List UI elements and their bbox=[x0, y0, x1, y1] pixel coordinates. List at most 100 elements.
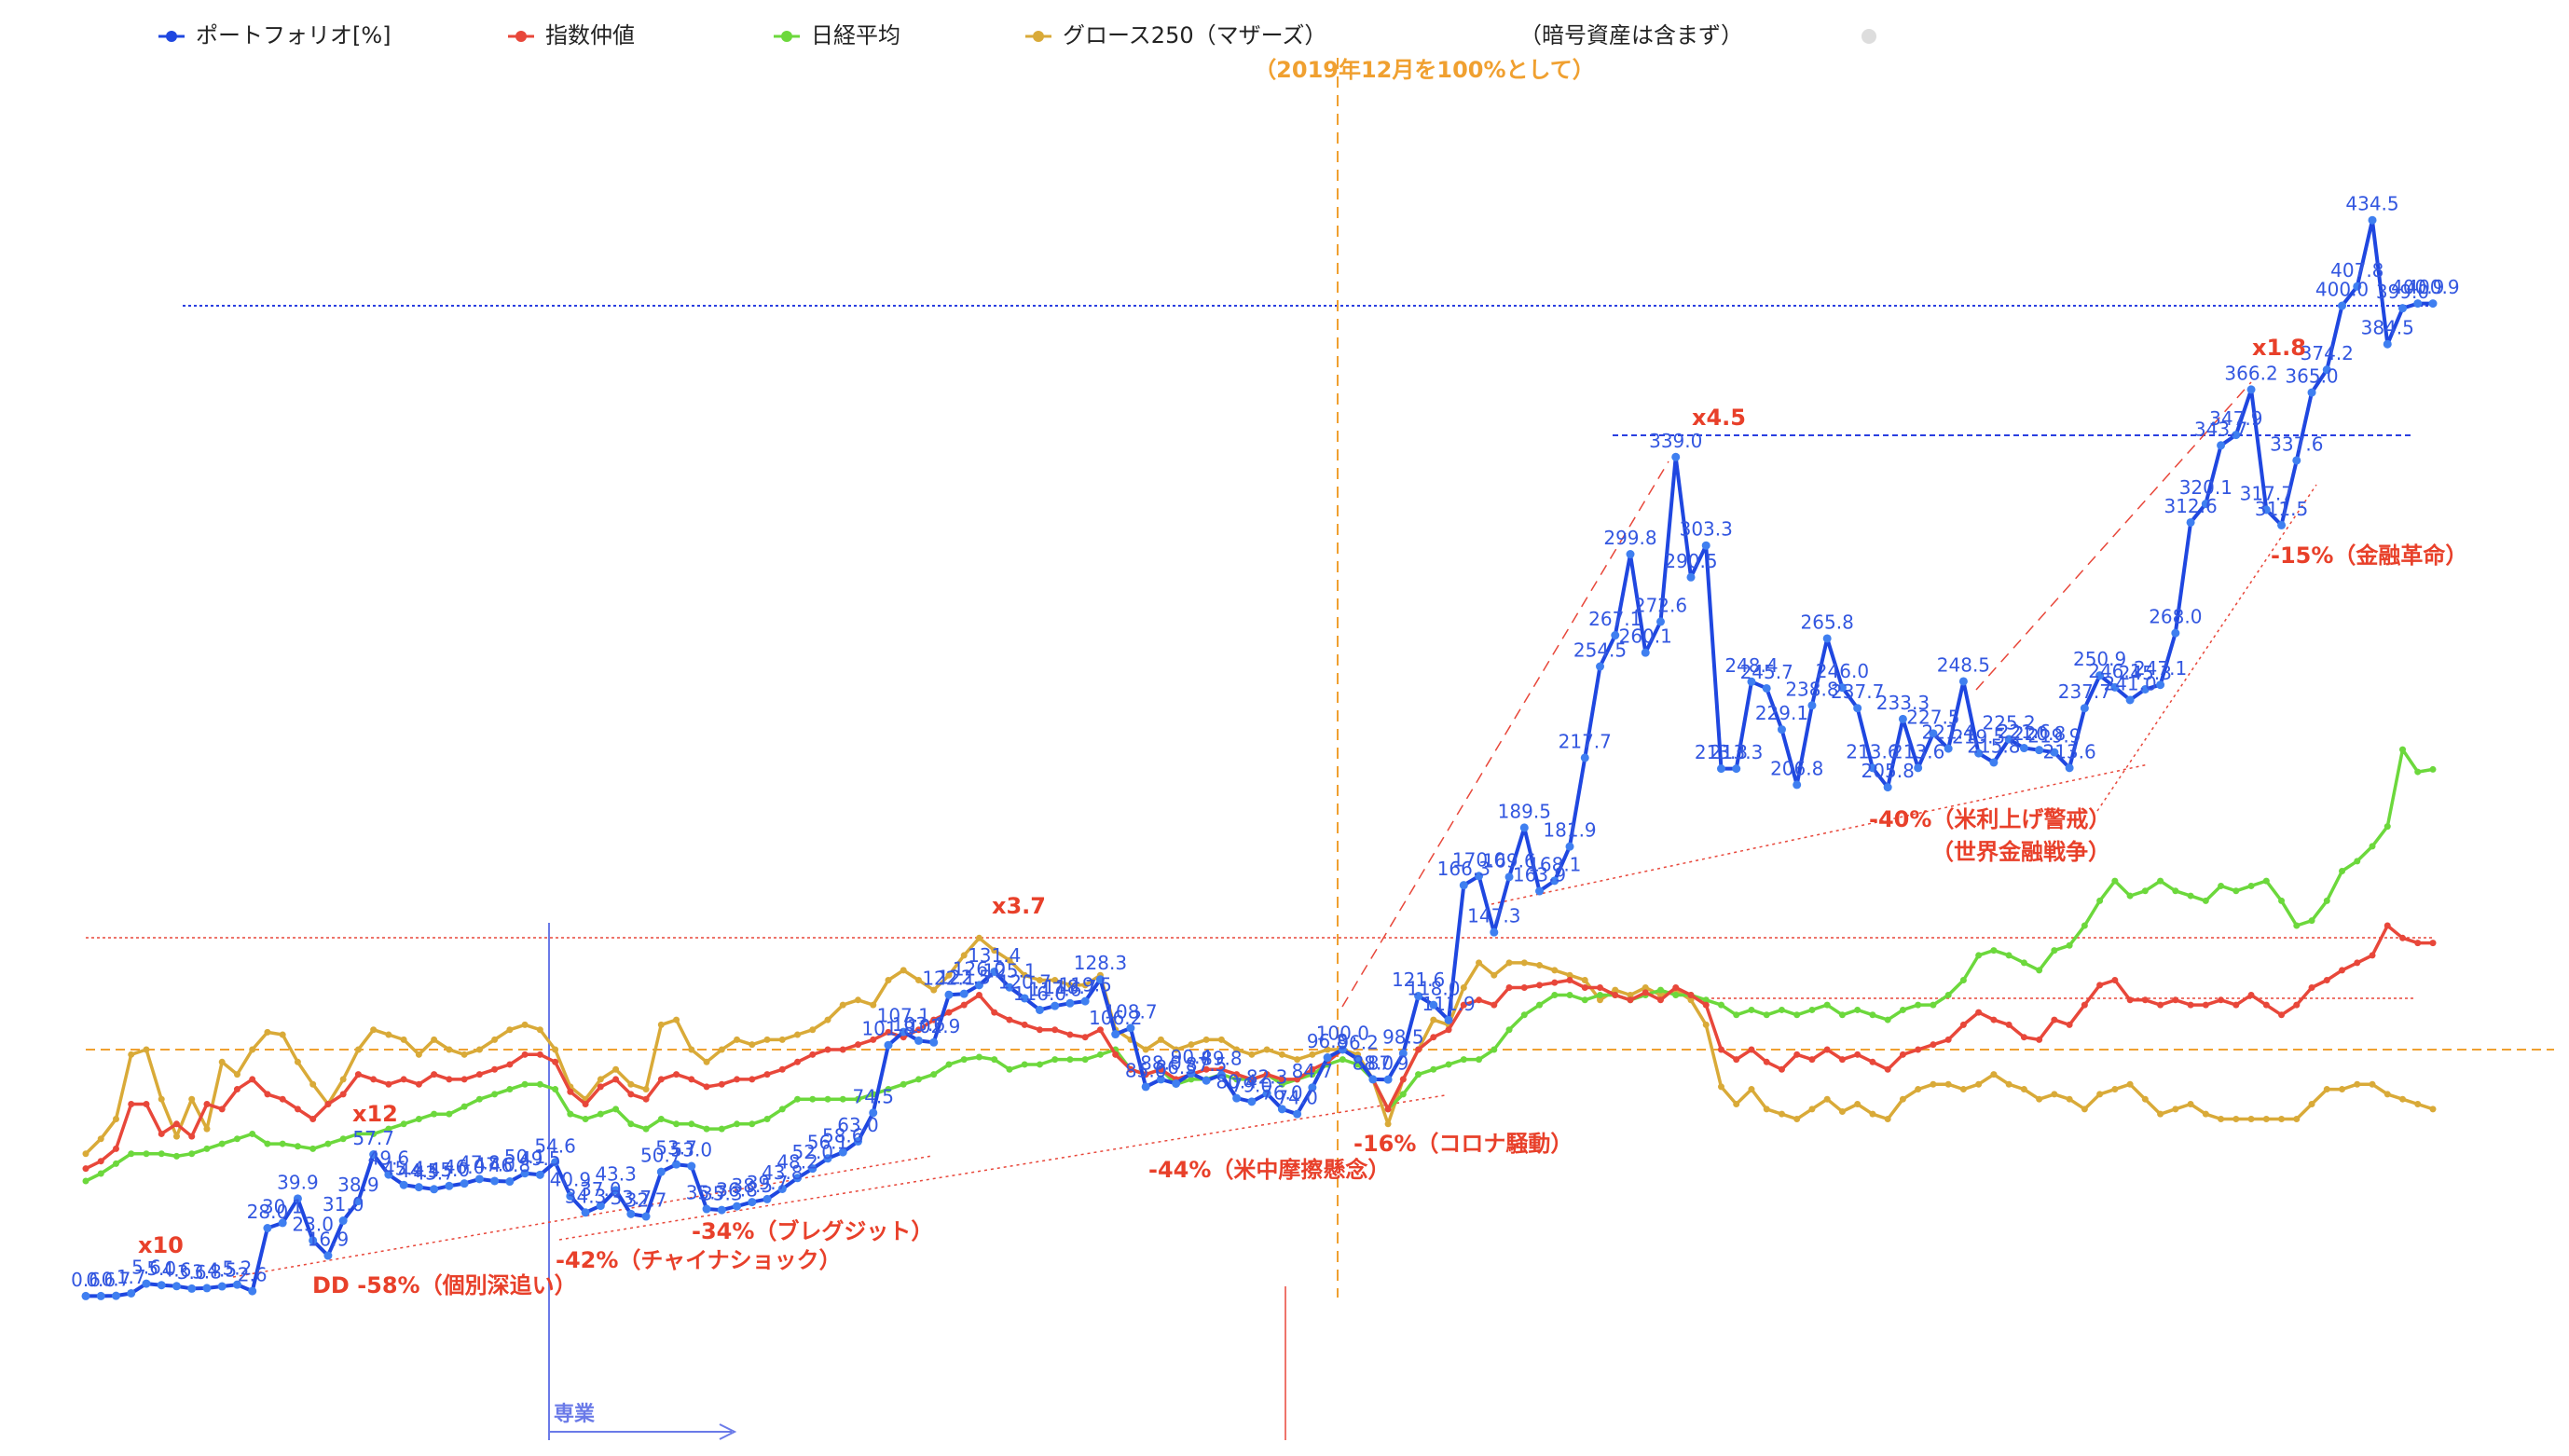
point bbox=[1793, 1051, 1801, 1058]
point bbox=[217, 1282, 227, 1291]
point bbox=[733, 1202, 742, 1211]
point bbox=[1263, 1071, 1271, 1078]
point bbox=[1323, 1053, 1332, 1063]
point bbox=[1853, 704, 1862, 713]
point bbox=[128, 1101, 135, 1108]
point bbox=[2081, 1001, 2088, 1009]
point bbox=[734, 1076, 741, 1083]
point bbox=[460, 1103, 468, 1110]
point bbox=[582, 1101, 589, 1108]
data-label: 88.0 bbox=[1353, 1051, 1394, 1074]
point bbox=[2369, 1080, 2376, 1088]
point bbox=[1807, 701, 1817, 710]
point bbox=[324, 1140, 332, 1147]
data-label: 213.3 bbox=[1695, 741, 1748, 763]
data-label: 434.5 bbox=[2345, 193, 2398, 215]
data-label: 122.1 bbox=[922, 968, 975, 990]
point bbox=[567, 1088, 574, 1095]
data-label: 76.0 bbox=[1261, 1081, 1303, 1104]
point bbox=[673, 1071, 680, 1078]
data-label: 37.0 bbox=[580, 1178, 622, 1201]
point bbox=[657, 1076, 665, 1083]
point bbox=[1838, 1011, 1846, 1019]
point bbox=[2246, 385, 2256, 394]
point bbox=[203, 1125, 211, 1133]
point bbox=[1793, 1115, 1801, 1122]
point bbox=[264, 1091, 271, 1098]
point bbox=[475, 1046, 483, 1053]
data-label: 0.6 bbox=[86, 1269, 116, 1291]
data-label: 126.0 bbox=[953, 957, 1006, 980]
point bbox=[734, 1120, 741, 1128]
point bbox=[491, 1065, 499, 1073]
data-label: 120.7 bbox=[998, 970, 1051, 993]
point bbox=[975, 991, 982, 998]
point bbox=[1520, 959, 1528, 967]
point bbox=[552, 1086, 559, 1093]
data-label: 28.0 bbox=[247, 1201, 289, 1223]
point bbox=[218, 1106, 226, 1113]
point bbox=[808, 1164, 817, 1174]
annotation: （世界金融戦争） bbox=[1931, 839, 2110, 865]
data-label: 84.7 bbox=[1292, 1060, 1334, 1082]
point bbox=[2051, 1091, 2058, 1098]
point bbox=[1778, 1006, 1785, 1013]
point bbox=[990, 967, 999, 976]
data-label: 100.0 bbox=[1316, 1023, 1369, 1045]
point bbox=[1020, 994, 1029, 1003]
point bbox=[2172, 1106, 2179, 1113]
data-label: 23.0 bbox=[292, 1213, 334, 1235]
data-label: 237.7 bbox=[2058, 680, 2111, 703]
point bbox=[1173, 1046, 1180, 1053]
data-label: 227.5 bbox=[1906, 706, 1959, 728]
point bbox=[505, 1177, 515, 1187]
point bbox=[264, 1028, 271, 1036]
point bbox=[188, 1095, 196, 1103]
data-label: 225.2 bbox=[1983, 711, 2036, 734]
point bbox=[1732, 764, 1741, 774]
point bbox=[703, 1125, 710, 1133]
point bbox=[1597, 991, 1604, 998]
data-label: 213.6 bbox=[2042, 740, 2095, 762]
point bbox=[899, 1027, 908, 1037]
data-label: 189.5 bbox=[1498, 800, 1551, 822]
point bbox=[702, 1204, 711, 1214]
data-label: 101.8 bbox=[861, 1018, 914, 1040]
point bbox=[581, 1208, 590, 1217]
point bbox=[1717, 1046, 1724, 1053]
data-label: 48.2 bbox=[776, 1150, 818, 1173]
data-label: 4.5 bbox=[207, 1259, 237, 1282]
dot bbox=[1861, 29, 1876, 44]
point bbox=[1808, 1006, 1816, 1013]
point bbox=[2111, 877, 2119, 885]
point bbox=[1655, 617, 1665, 626]
data-label: 241.0 bbox=[2103, 672, 2156, 694]
data-label: 108.7 bbox=[1104, 1000, 1157, 1023]
point bbox=[1263, 1046, 1271, 1053]
point bbox=[1656, 996, 1664, 1004]
point bbox=[1672, 984, 1680, 991]
point bbox=[2232, 431, 2241, 440]
series-line bbox=[84, 936, 2434, 1155]
data-label: 147.3 bbox=[1467, 905, 1520, 927]
point bbox=[1596, 662, 1605, 671]
point bbox=[172, 1133, 180, 1140]
data-label: 213.6 bbox=[1846, 740, 1899, 762]
point bbox=[2323, 977, 2330, 984]
point bbox=[1491, 1046, 1498, 1053]
point bbox=[824, 1095, 831, 1103]
point bbox=[1944, 991, 1952, 998]
point bbox=[2111, 977, 2119, 984]
data-label: 0.7 bbox=[102, 1269, 131, 1291]
arrow-head bbox=[719, 1423, 737, 1440]
data-label: 102.9 bbox=[907, 1015, 960, 1037]
point bbox=[2141, 1095, 2149, 1103]
point bbox=[1414, 992, 1423, 1001]
point bbox=[839, 1001, 846, 1009]
point bbox=[1384, 1106, 1392, 1113]
point bbox=[2081, 922, 2088, 929]
subtitle: （2019年12月を100%として） bbox=[1254, 57, 1595, 83]
point bbox=[2005, 1021, 2013, 1028]
point bbox=[885, 977, 892, 984]
